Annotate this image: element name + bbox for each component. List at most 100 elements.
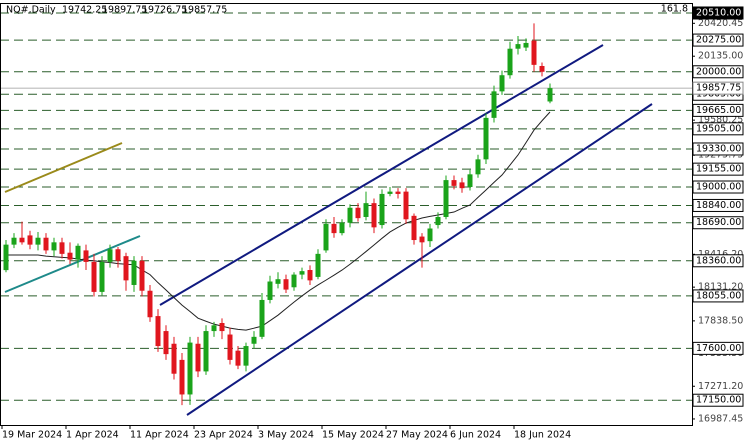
candles (3, 23, 553, 406)
level-label-box (692, 65, 744, 79)
candle-body (355, 207, 361, 219)
candle-body (251, 336, 257, 344)
candle-body (283, 279, 289, 290)
candle-body (59, 242, 65, 254)
level-label: 18840.00 (696, 200, 741, 211)
y-tick-label: 16987.45 (698, 413, 743, 424)
level-label: 19665.00 (696, 105, 741, 116)
candle-body (27, 235, 33, 245)
candle-body (483, 117, 489, 160)
level-label-box (692, 142, 744, 156)
x-tick-label: 15 May 2024 (322, 430, 384, 441)
y-tick-label: 17838.50 (698, 315, 743, 326)
candle-body (155, 316, 161, 347)
x-tick-label: 23 Apr 2024 (194, 430, 253, 441)
axes: 20420.4520135.0019580.2519275.7518416.20… (1, 6, 744, 441)
candle-body (315, 253, 321, 277)
level-label-box (692, 198, 744, 212)
candle-body (203, 331, 209, 372)
candle-body (43, 237, 49, 251)
candle-body (531, 40, 537, 65)
price-label-box (692, 81, 744, 95)
candle-body (235, 350, 241, 366)
level-label: 18690.00 (696, 217, 741, 228)
ohlc-high: 19897.75 (102, 5, 147, 16)
candle-body (75, 245, 81, 260)
level-label: 19505.00 (696, 123, 741, 134)
level-label-box (692, 216, 744, 230)
candle-body (107, 249, 113, 262)
candle-body (419, 236, 425, 243)
level-label: 20510.00 (696, 7, 741, 18)
level-label-box (692, 254, 744, 268)
candle-body (163, 331, 169, 355)
candle-body (299, 271, 305, 275)
candle-body (139, 260, 145, 291)
candle-body (147, 290, 153, 318)
x-tick-label: 18 Jun 2024 (514, 430, 571, 441)
candle-body (323, 223, 329, 251)
candle-body (219, 323, 225, 332)
candle-body (523, 42, 529, 48)
candle-body (499, 75, 505, 92)
level-label-box (692, 103, 744, 117)
candle-body (371, 203, 377, 228)
candle-body (411, 215, 417, 241)
candle-body (123, 256, 129, 281)
candle-body (459, 182, 465, 189)
candle-body (395, 191, 401, 194)
candle-body (51, 242, 57, 251)
level-label-box (692, 341, 744, 355)
levels (0, 12, 692, 401)
x-tick-label: 19 Mar 2024 (2, 430, 62, 441)
channel-upper (159, 44, 604, 306)
candle-body (363, 203, 369, 217)
x-tick-label: 1 Apr 2024 (66, 430, 119, 441)
y-tick-label: 18131.20 (698, 282, 743, 293)
ohlc-low: 19726.75 (142, 5, 187, 16)
level-label: 19000.00 (696, 182, 741, 193)
level-label: 18055.00 (696, 290, 741, 301)
candle-body (195, 343, 201, 372)
level-label-box (692, 180, 744, 194)
candle-body (91, 261, 97, 292)
candle-body (307, 269, 313, 281)
y-tick-label: 20420.45 (698, 18, 743, 29)
moving-average (6, 111, 551, 331)
trend-line (4, 235, 141, 293)
candle-body (99, 261, 105, 292)
candle-body (291, 274, 297, 288)
candle-body (547, 88, 553, 102)
candle-body (11, 237, 17, 245)
level-label-box (692, 122, 744, 136)
candle-body (427, 228, 433, 242)
level-label: 17150.00 (696, 395, 741, 406)
y-tick-label: 20135.00 (698, 51, 743, 62)
candle-body (331, 223, 337, 234)
symbol: NQ#,Daily (6, 5, 56, 16)
candle-body (347, 207, 353, 223)
candle-body (259, 299, 265, 337)
y-tick-label: 17271.20 (698, 381, 743, 392)
x-tick-label: 27 May 2024 (386, 430, 448, 441)
candle-body (187, 342, 193, 395)
candle-body (451, 180, 457, 186)
candle-body (275, 279, 281, 284)
candle-body (211, 325, 217, 332)
candle-body (243, 346, 249, 366)
fib-label: 161.8 (661, 4, 688, 15)
level-label-box (692, 6, 744, 20)
plot-frame (0, 3, 693, 426)
level-label-box (692, 393, 744, 407)
candle-body (227, 334, 233, 360)
channel-lower (186, 103, 653, 416)
candle-body (379, 193, 385, 226)
level-label: 19330.00 (696, 143, 741, 154)
candle-body (435, 216, 441, 226)
candle-body (491, 91, 497, 118)
candle-body (131, 260, 137, 285)
candle-body (339, 222, 345, 234)
x-tick-label: 6 Jun 2024 (450, 430, 501, 441)
candle-body (467, 174, 473, 188)
